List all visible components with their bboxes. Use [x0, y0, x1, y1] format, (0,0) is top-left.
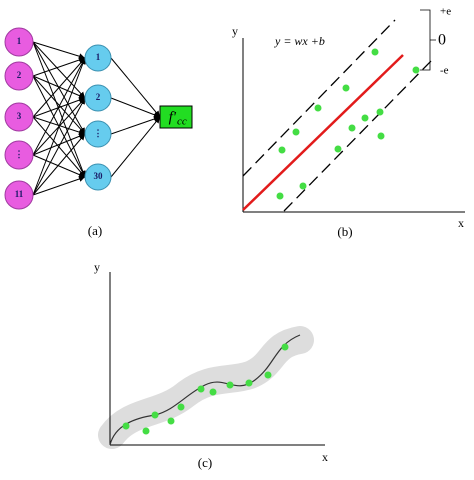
point	[334, 145, 342, 153]
connection	[32, 57, 86, 77]
bracket	[420, 9, 436, 71]
output-node	[159, 105, 193, 129]
hidden-node	[84, 84, 112, 112]
connection	[32, 41, 86, 99]
connection	[32, 176, 86, 196]
lower-margin	[283, 59, 433, 212]
point	[292, 128, 300, 136]
point	[151, 411, 159, 419]
connection	[32, 41, 86, 178]
input-node	[4, 140, 34, 170]
input-node	[4, 61, 34, 91]
margin-label: -e	[440, 65, 449, 77]
hidden-node	[84, 44, 112, 72]
point	[245, 379, 253, 387]
point	[122, 422, 130, 430]
node-label: 3	[17, 111, 22, 121]
y-label: y	[94, 260, 100, 274]
output-symbol: f'	[169, 109, 177, 125]
margin-label: +e	[440, 6, 451, 18]
input-node	[4, 180, 34, 210]
connection	[32, 57, 86, 118]
x-label: x	[458, 216, 464, 230]
point	[342, 84, 350, 92]
caption: (c)	[198, 455, 212, 470]
panel-c: y x (c)	[94, 260, 328, 470]
caption: (b)	[337, 224, 352, 239]
hidden-node	[84, 120, 112, 148]
connection	[32, 97, 86, 196]
input-node	[4, 102, 34, 132]
point	[348, 124, 356, 132]
upper-margin	[242, 19, 396, 177]
input-node	[4, 27, 34, 57]
point	[376, 108, 384, 116]
point	[264, 371, 272, 379]
node-label: 2	[17, 70, 22, 80]
point	[197, 385, 205, 393]
caption: (a)	[88, 223, 102, 238]
node-label: 30	[94, 171, 104, 181]
point	[281, 343, 289, 351]
point	[276, 192, 284, 200]
point	[314, 104, 322, 112]
connection	[110, 116, 161, 178]
node-label: ⋮	[94, 128, 103, 138]
connection	[110, 116, 161, 135]
point	[142, 427, 150, 435]
fit-curve	[109, 334, 301, 446]
point	[299, 182, 307, 190]
point	[371, 48, 379, 56]
point	[278, 146, 286, 154]
point	[412, 66, 420, 74]
connection	[110, 57, 161, 118]
connection	[32, 154, 86, 178]
point	[167, 417, 175, 425]
x-label: x	[322, 450, 328, 464]
y-label: y	[232, 24, 238, 38]
node-label: ⋮	[15, 149, 24, 159]
point	[377, 132, 385, 140]
point	[209, 388, 217, 396]
node-label: 1	[96, 52, 101, 62]
connection	[32, 57, 86, 156]
node-label: 2	[96, 92, 101, 102]
panel-b: y x y = wx +b +e 0 -e (b)	[232, 6, 465, 239]
hidden-node	[84, 163, 112, 191]
node-label: 1	[17, 36, 22, 46]
points	[122, 343, 289, 435]
connection	[32, 57, 86, 196]
connection	[32, 41, 86, 60]
margin-label: 0	[438, 32, 446, 49]
points	[276, 48, 420, 200]
point	[361, 114, 369, 122]
connection	[32, 133, 86, 156]
point	[226, 381, 234, 389]
regression-line	[242, 54, 404, 211]
output-subscript: cc	[177, 116, 187, 128]
connection	[32, 75, 86, 135]
connection	[32, 133, 86, 196]
connection	[110, 97, 161, 118]
tube	[98, 326, 314, 449]
point	[177, 403, 185, 411]
equation: y = wx +b	[274, 34, 325, 48]
node-label: 11	[15, 189, 24, 199]
